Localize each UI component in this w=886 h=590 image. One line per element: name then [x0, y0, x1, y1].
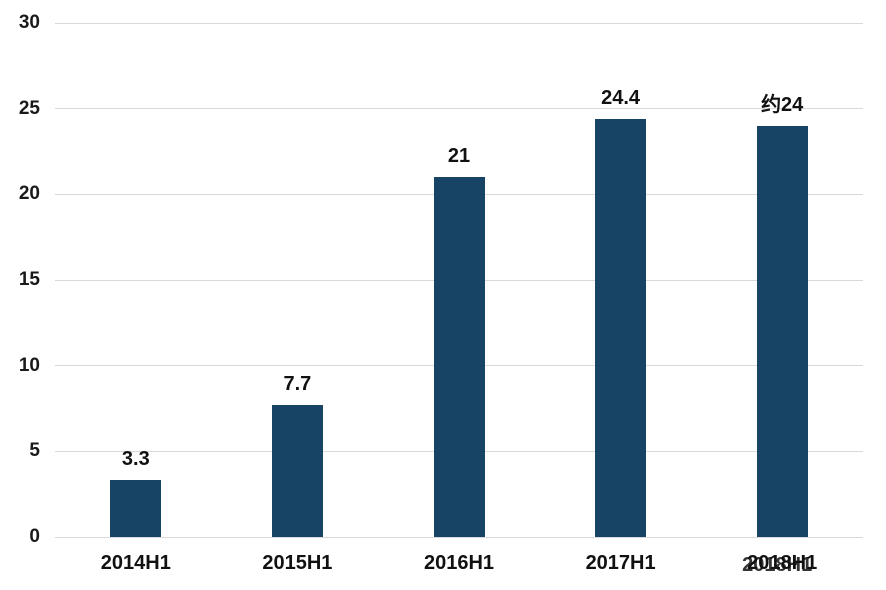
gridline [55, 22, 863, 24]
gridline [55, 108, 863, 110]
bar-value-label: 7.7 [283, 373, 312, 396]
x-tick-label: 2015H1 [262, 552, 333, 574]
gridline [55, 536, 863, 538]
bar-value-label: 21 [447, 145, 471, 168]
x-tick-label: 2017H1 [585, 552, 656, 574]
bar-value-label: 24.4 [601, 86, 641, 109]
bar-value-label: 3.3 [121, 448, 150, 471]
x-tick-label-ghost: 2018H1 [742, 554, 813, 576]
bar [271, 405, 323, 537]
y-tick-label: 10 [18, 354, 40, 376]
bar [433, 177, 485, 537]
bar [110, 480, 162, 537]
x-tick-label: 2014H1 [100, 552, 171, 574]
y-tick-label: 15 [18, 269, 40, 290]
y-tick-label: 30 [18, 12, 40, 33]
x-tick-label: 2018H1 [747, 552, 818, 574]
bar [595, 118, 647, 537]
y-tick-label: 20 [18, 183, 40, 205]
y-tick-label: 0 [29, 526, 40, 547]
bar [756, 125, 808, 537]
y-tick-label: 25 [18, 97, 40, 119]
y-tick-label: 5 [29, 440, 40, 462]
bar-value-label: 约24 [761, 93, 804, 116]
x-tick-label: 2016H1 [423, 552, 495, 574]
